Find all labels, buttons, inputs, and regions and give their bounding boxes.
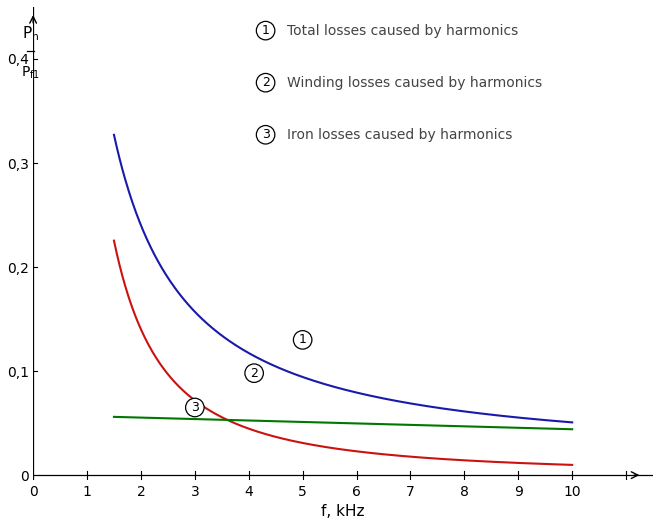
X-axis label: f, kHz: f, kHz xyxy=(321,504,365,519)
Text: 2: 2 xyxy=(250,367,258,380)
Text: 3: 3 xyxy=(261,128,269,141)
Text: 1: 1 xyxy=(261,24,269,37)
Text: $\mathregular{P_h}$: $\mathregular{P_h}$ xyxy=(22,25,40,43)
Text: 3: 3 xyxy=(191,401,199,414)
Text: Iron losses caused by harmonics: Iron losses caused by harmonics xyxy=(287,128,513,142)
Text: Winding losses caused by harmonics: Winding losses caused by harmonics xyxy=(287,76,543,90)
Text: Total losses caused by harmonics: Total losses caused by harmonics xyxy=(287,24,519,38)
Text: $\mathregular{P_{f1}}$: $\mathregular{P_{f1}}$ xyxy=(21,64,40,80)
Text: 1: 1 xyxy=(299,333,307,347)
Text: 2: 2 xyxy=(261,76,269,89)
